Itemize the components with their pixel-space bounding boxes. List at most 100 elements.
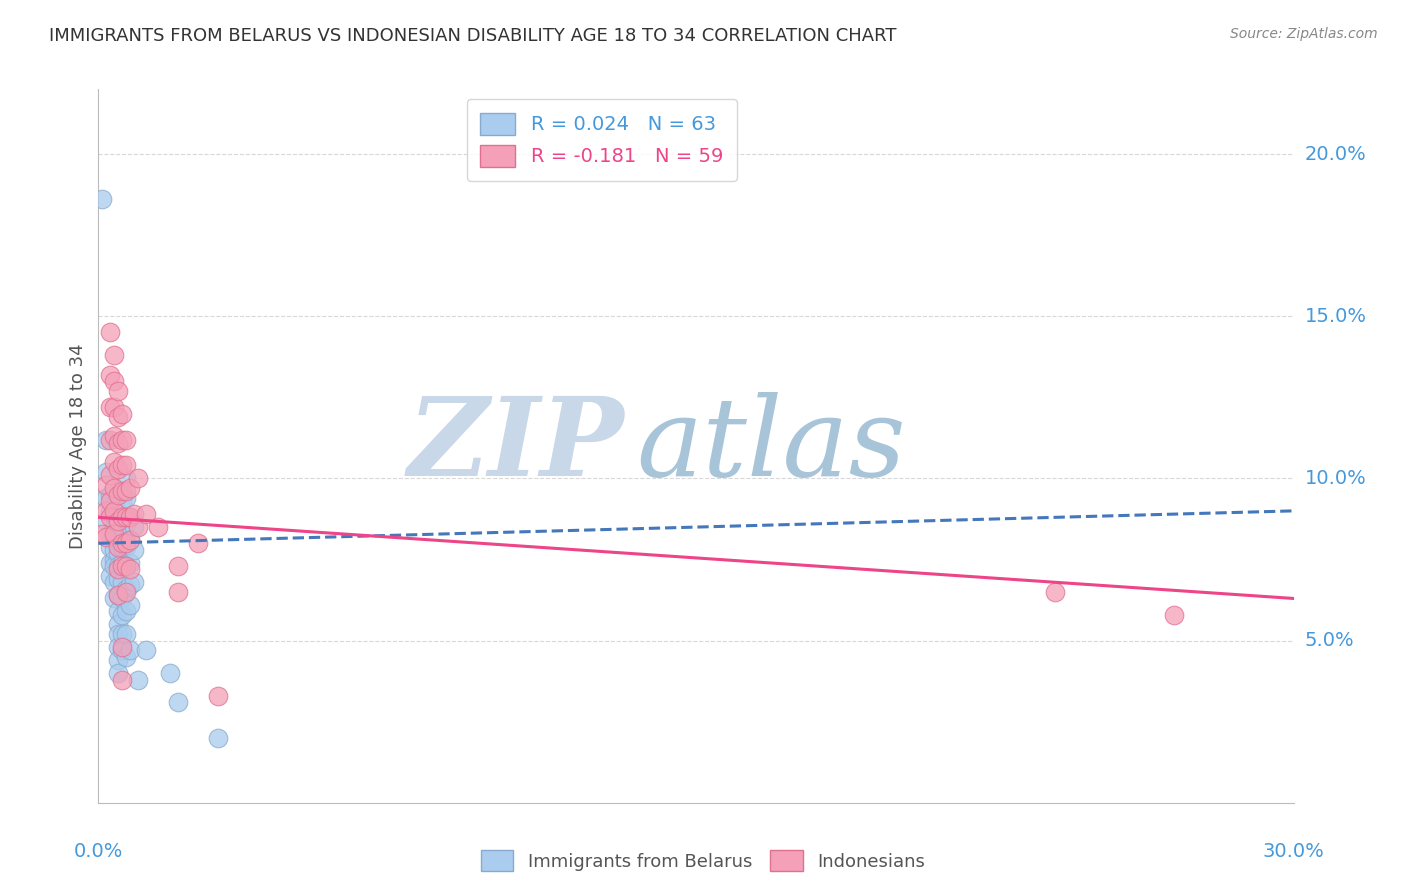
Point — [124, 542, 146, 557]
Text: atlas: atlas — [637, 392, 905, 500]
Point — [115, 649, 138, 664]
Point — [115, 491, 138, 505]
Point — [103, 559, 125, 574]
Point — [167, 559, 190, 574]
Point — [107, 488, 129, 502]
Point — [103, 455, 125, 469]
Point — [111, 673, 134, 687]
Point — [127, 471, 149, 485]
Point — [167, 585, 190, 599]
Text: ZIP: ZIP — [408, 392, 624, 500]
Point — [111, 536, 134, 550]
Point — [120, 562, 142, 576]
Point — [111, 520, 134, 534]
Legend: Immigrants from Belarus, Indonesians: Immigrants from Belarus, Indonesians — [474, 843, 932, 879]
Text: 30.0%: 30.0% — [1263, 842, 1324, 861]
Point — [135, 507, 157, 521]
Point — [98, 468, 122, 483]
Point — [1043, 585, 1066, 599]
Point — [98, 326, 122, 340]
Text: 20.0%: 20.0% — [1305, 145, 1367, 163]
Point — [96, 433, 118, 447]
Point — [103, 504, 125, 518]
Point — [167, 695, 190, 709]
Text: IMMIGRANTS FROM BELARUS VS INDONESIAN DISABILITY AGE 18 TO 34 CORRELATION CHART: IMMIGRANTS FROM BELARUS VS INDONESIAN DI… — [49, 27, 897, 45]
Point — [124, 575, 146, 590]
Point — [103, 520, 125, 534]
Point — [103, 591, 125, 606]
Point — [96, 530, 118, 544]
Y-axis label: Disability Age 18 to 34: Disability Age 18 to 34 — [69, 343, 87, 549]
Point — [96, 504, 118, 518]
Point — [103, 481, 125, 495]
Point — [107, 572, 129, 586]
Point — [98, 368, 122, 382]
Legend: R = 0.024   N = 63, R = -0.181   N = 59: R = 0.024 N = 63, R = -0.181 N = 59 — [467, 99, 737, 181]
Point — [111, 458, 134, 473]
Point — [98, 526, 122, 541]
Point — [120, 533, 142, 547]
Point — [111, 540, 134, 554]
Point — [120, 481, 142, 495]
Point — [103, 429, 125, 443]
Point — [115, 585, 138, 599]
Point — [115, 536, 138, 550]
Point — [120, 533, 142, 547]
Point — [120, 643, 142, 657]
Point — [111, 627, 134, 641]
Point — [103, 526, 125, 541]
Point — [103, 507, 125, 521]
Point — [103, 497, 125, 511]
Point — [135, 643, 157, 657]
Point — [1163, 607, 1185, 622]
Point — [98, 540, 122, 554]
Point — [111, 556, 134, 570]
Point — [111, 559, 134, 574]
Point — [111, 433, 134, 447]
Point — [96, 465, 118, 479]
Point — [107, 627, 129, 641]
Point — [120, 510, 142, 524]
Point — [107, 653, 129, 667]
Point — [111, 494, 134, 508]
Point — [91, 526, 114, 541]
Point — [98, 568, 122, 582]
Point — [107, 409, 129, 424]
Point — [107, 384, 129, 398]
Point — [111, 575, 134, 590]
Point — [103, 552, 125, 566]
Point — [111, 607, 134, 622]
Point — [187, 536, 209, 550]
Point — [107, 562, 129, 576]
Point — [98, 494, 122, 508]
Point — [115, 582, 138, 596]
Point — [207, 731, 229, 745]
Point — [111, 640, 134, 654]
Point — [115, 516, 138, 531]
Point — [103, 400, 125, 414]
Point — [98, 504, 122, 518]
Text: Source: ZipAtlas.com: Source: ZipAtlas.com — [1230, 27, 1378, 41]
Point — [159, 666, 181, 681]
Point — [107, 435, 129, 450]
Point — [207, 689, 229, 703]
Point — [98, 433, 122, 447]
Point — [115, 471, 138, 485]
Point — [103, 374, 125, 388]
Point — [107, 640, 129, 654]
Point — [124, 507, 146, 521]
Point — [107, 546, 129, 560]
Text: 5.0%: 5.0% — [1305, 632, 1354, 650]
Point — [107, 461, 129, 475]
Point — [96, 514, 118, 528]
Point — [124, 520, 146, 534]
Point — [111, 407, 134, 421]
Point — [115, 458, 138, 473]
Point — [107, 559, 129, 574]
Point — [120, 598, 142, 612]
Point — [107, 588, 129, 602]
Point — [120, 556, 142, 570]
Point — [115, 433, 138, 447]
Point — [107, 514, 129, 528]
Point — [111, 484, 134, 499]
